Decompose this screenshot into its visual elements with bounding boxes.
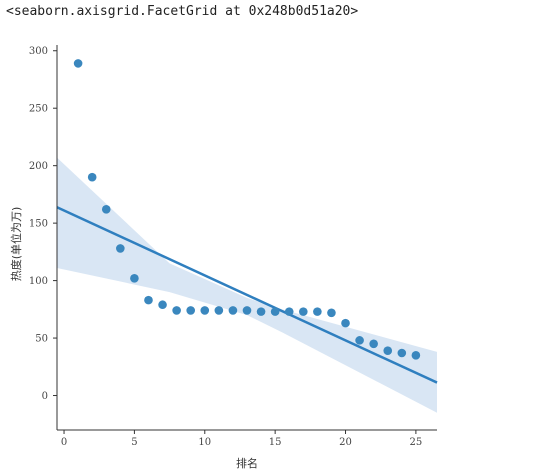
x-axis-label: 排名 bbox=[236, 456, 258, 470]
y-axis-label: 热度(单位为万) bbox=[9, 207, 23, 282]
x-tick-label: 25 bbox=[410, 437, 423, 448]
y-tick-label: 150 bbox=[29, 219, 48, 230]
data-point bbox=[341, 318, 350, 328]
data-point bbox=[411, 350, 421, 360]
confidence-band bbox=[57, 157, 437, 413]
x-tick-label: 0 bbox=[61, 437, 67, 448]
data-point bbox=[87, 172, 97, 182]
data-point bbox=[200, 306, 210, 315]
data-point bbox=[101, 205, 111, 214]
data-point bbox=[369, 339, 378, 349]
data-point bbox=[284, 307, 294, 316]
y-tick-label: 250 bbox=[29, 104, 48, 115]
data-point bbox=[116, 244, 125, 253]
data-point bbox=[397, 348, 407, 358]
y-tick-label: 100 bbox=[29, 276, 48, 287]
data-point bbox=[355, 336, 364, 345]
data-point bbox=[327, 308, 336, 318]
data-point bbox=[383, 346, 393, 356]
data-point bbox=[144, 295, 153, 305]
data-point bbox=[158, 300, 167, 310]
regression-line bbox=[56, 206, 438, 384]
axes-layer bbox=[56, 45, 437, 431]
data-point bbox=[172, 306, 181, 315]
data-point bbox=[228, 306, 238, 315]
data-point bbox=[214, 306, 224, 315]
data-point bbox=[256, 307, 266, 316]
y-tick-label: 0 bbox=[42, 391, 48, 402]
y-tick-label: 50 bbox=[35, 334, 48, 345]
points-layer bbox=[73, 59, 421, 360]
data-point bbox=[270, 307, 280, 316]
data-point bbox=[130, 273, 139, 283]
data-point bbox=[298, 307, 308, 316]
x-tick-label: 10 bbox=[198, 437, 211, 448]
y-tick-label: 300 bbox=[29, 46, 48, 57]
regression-line-layer bbox=[56, 206, 438, 384]
output-repr-text: <seaborn.axisgrid.FacetGrid at 0x248b0d5… bbox=[6, 4, 359, 19]
x-tick-label: 15 bbox=[269, 437, 282, 448]
data-point bbox=[313, 307, 322, 316]
x-tick-label: 20 bbox=[339, 437, 352, 448]
y-tick-label: 200 bbox=[29, 161, 48, 172]
data-point bbox=[73, 59, 83, 68]
data-point bbox=[242, 306, 252, 315]
ci-band-layer bbox=[57, 157, 437, 413]
x-tick-label: 5 bbox=[131, 437, 137, 448]
data-point bbox=[186, 306, 196, 315]
